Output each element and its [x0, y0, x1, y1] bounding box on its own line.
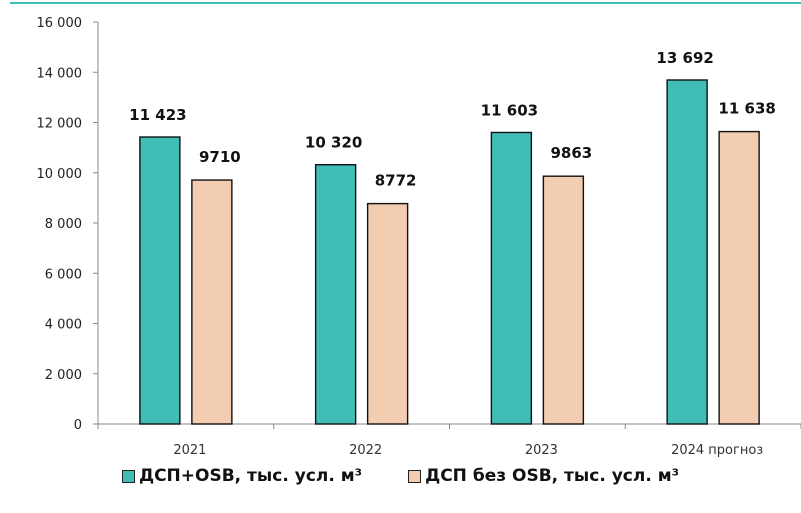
data-label-series-1: 11 423 [129, 106, 186, 124]
y-tick-label: 2 000 [45, 368, 82, 383]
y-tick-label: 0 [74, 418, 82, 433]
bar-series-2 [542, 175, 585, 425]
legend-label-series-1: ДСП+OSB, тыс. усл. м³ [138, 466, 363, 486]
y-tick-label: 8 000 [45, 217, 82, 232]
y-tick-label: 12 000 [37, 117, 83, 132]
legend-label-series-2: ДСП без OSB, тыс. усл. м³ [425, 466, 680, 486]
bar-series-1 [139, 136, 181, 425]
axes: 0 2 000 4 000 6 000 8 000 10 000 12 000 14 000 1… [37, 16, 801, 458]
data-label-series-2: 11 638 [718, 100, 775, 118]
data-label-series-1: 11 603 [481, 101, 538, 119]
bar-series-2 [191, 179, 233, 425]
bar-series-1 [314, 164, 357, 425]
bar-series-1 [490, 131, 533, 425]
bars [139, 79, 760, 425]
x-tick-label: 2022 [349, 443, 382, 458]
data-label-series-2: 9710 [199, 148, 241, 166]
bar-series-1 [666, 79, 708, 425]
y-tick-label: 4 000 [45, 318, 82, 333]
legend-swatch-series-2 [408, 469, 422, 483]
x-tick-label: 2023 [525, 443, 558, 458]
data-label-series-1: 10 320 [305, 134, 362, 152]
legend-item-series-2: ДСП без OSB, тыс. усл. м³ [408, 466, 679, 486]
bar-series-2 [366, 202, 409, 425]
bar-series-2 [718, 130, 760, 425]
data-label-series-2: 9863 [551, 144, 593, 162]
x-tick-label: 2024 прогноз [671, 443, 763, 458]
y-tick-label: 16 000 [37, 16, 83, 31]
y-tick-label: 10 000 [37, 167, 83, 182]
data-label-series-2: 8772 [375, 172, 417, 190]
legend-item-series-1: ДСП+OSB, тыс. усл. м³ [121, 466, 363, 486]
y-tick-label: 6 000 [45, 267, 82, 282]
x-tick-label: 2021 [173, 443, 206, 458]
data-labels: 11 423 10 320 11 603 13 692 9710 8772 9863 11 6… [129, 49, 776, 190]
y-tick-label: 14 000 [37, 66, 83, 81]
legend-swatch-series-1 [121, 469, 135, 483]
legend: ДСП+OSB, тыс. усл. м³ ДСП без OSB, тыс. … [0, 466, 801, 486]
data-label-series-1: 13 692 [656, 49, 713, 67]
